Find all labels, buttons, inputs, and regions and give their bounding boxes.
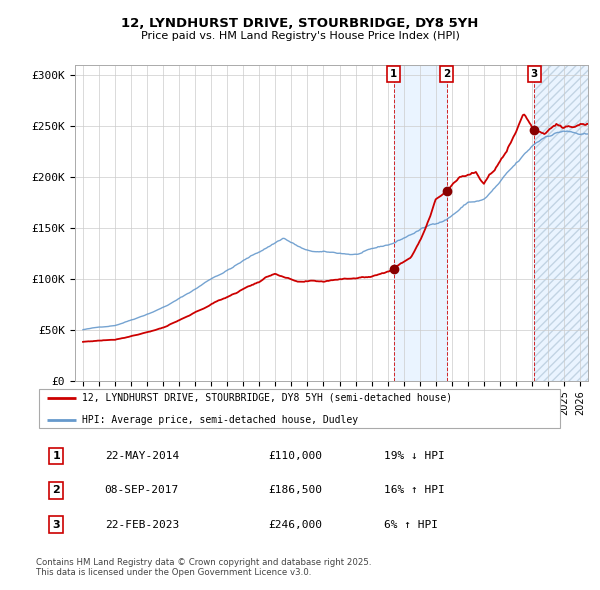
Text: 22-MAY-2014: 22-MAY-2014 — [104, 451, 179, 461]
Text: HPI: Average price, semi-detached house, Dudley: HPI: Average price, semi-detached house,… — [82, 415, 359, 425]
Text: 2: 2 — [52, 486, 60, 496]
Bar — [534, 65, 591, 381]
Bar — [394, 65, 447, 381]
Text: 1: 1 — [390, 69, 397, 79]
Text: 22-FEB-2023: 22-FEB-2023 — [104, 520, 179, 529]
Text: 08-SEP-2017: 08-SEP-2017 — [104, 486, 179, 496]
FancyBboxPatch shape — [38, 389, 560, 428]
Text: 3: 3 — [52, 520, 60, 529]
Text: 12, LYNDHURST DRIVE, STOURBRIDGE, DY8 5YH: 12, LYNDHURST DRIVE, STOURBRIDGE, DY8 5Y… — [121, 17, 479, 30]
Text: 19% ↓ HPI: 19% ↓ HPI — [385, 451, 445, 461]
Text: Contains HM Land Registry data © Crown copyright and database right 2025.
This d: Contains HM Land Registry data © Crown c… — [36, 558, 371, 577]
Text: 16% ↑ HPI: 16% ↑ HPI — [385, 486, 445, 496]
Text: £246,000: £246,000 — [268, 520, 322, 529]
Text: £186,500: £186,500 — [268, 486, 322, 496]
Text: 3: 3 — [530, 69, 538, 79]
Bar — [534, 65, 591, 381]
Text: £110,000: £110,000 — [268, 451, 322, 461]
Text: Price paid vs. HM Land Registry's House Price Index (HPI): Price paid vs. HM Land Registry's House … — [140, 31, 460, 41]
Text: 2: 2 — [443, 69, 451, 79]
Text: 1: 1 — [52, 451, 60, 461]
Text: 12, LYNDHURST DRIVE, STOURBRIDGE, DY8 5YH (semi-detached house): 12, LYNDHURST DRIVE, STOURBRIDGE, DY8 5Y… — [82, 393, 452, 402]
Text: 6% ↑ HPI: 6% ↑ HPI — [385, 520, 439, 529]
